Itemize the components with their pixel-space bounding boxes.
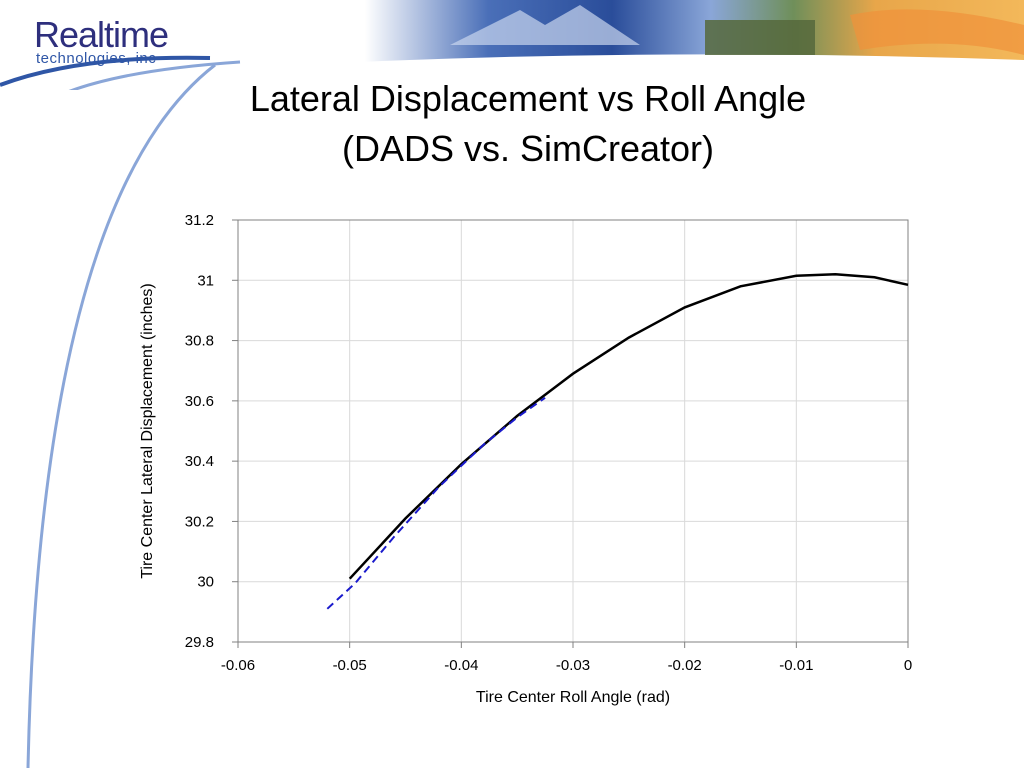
y-axis-label: Tire Center Lateral Displacement (inches… xyxy=(139,283,156,579)
banner-vehicle-icon xyxy=(705,20,815,55)
x-tick-label: -0.06 xyxy=(221,657,255,674)
axis-ticks: -0.06 -0.05 -0.04 -0.03 -0.02 -0.01 0 29.8 30 30.… xyxy=(185,212,912,674)
y-tick-label: 30.8 xyxy=(185,333,214,350)
x-tick-label: -0.02 xyxy=(668,657,702,674)
x-tick-label: -0.04 xyxy=(444,657,478,674)
chart-series xyxy=(326,273,909,610)
y-tick-label: 31 xyxy=(197,272,214,289)
banner-mountain-icon xyxy=(450,5,640,45)
y-tick-label: 30.4 xyxy=(185,453,214,470)
chart-grid xyxy=(237,219,909,643)
logo-swoosh-icon xyxy=(68,60,241,90)
series-line-dashed xyxy=(326,396,546,610)
series-line-solid xyxy=(348,273,909,580)
x-tick-label: -0.03 xyxy=(556,657,590,674)
y-tick-label: 30.6 xyxy=(185,393,214,410)
y-tick-label: 31.2 xyxy=(185,212,214,229)
y-tick-label: 30.2 xyxy=(185,513,214,530)
slide-title-line1: Lateral Displacement vs Roll Angle xyxy=(249,78,807,119)
x-tick-label: -0.01 xyxy=(779,657,813,674)
logo-swoosh-icon xyxy=(0,55,211,87)
y-tick-label: 30 xyxy=(197,574,214,591)
x-tick-label: 0 xyxy=(904,657,912,674)
slide-title-line2: (DADS vs. SimCreator) xyxy=(341,128,715,169)
logo-subtitle: technologies, inc xyxy=(36,50,157,67)
decorative-arc-line xyxy=(26,63,216,768)
x-axis-label: Tire Center Roll Angle (rad) xyxy=(476,689,670,706)
y-tick-label: 29.8 xyxy=(185,634,214,651)
logo-wordmark: Realtime xyxy=(34,14,169,55)
banner-road-icon xyxy=(850,9,1024,55)
header-banner xyxy=(0,0,1024,90)
x-tick-label: -0.05 xyxy=(333,657,367,674)
